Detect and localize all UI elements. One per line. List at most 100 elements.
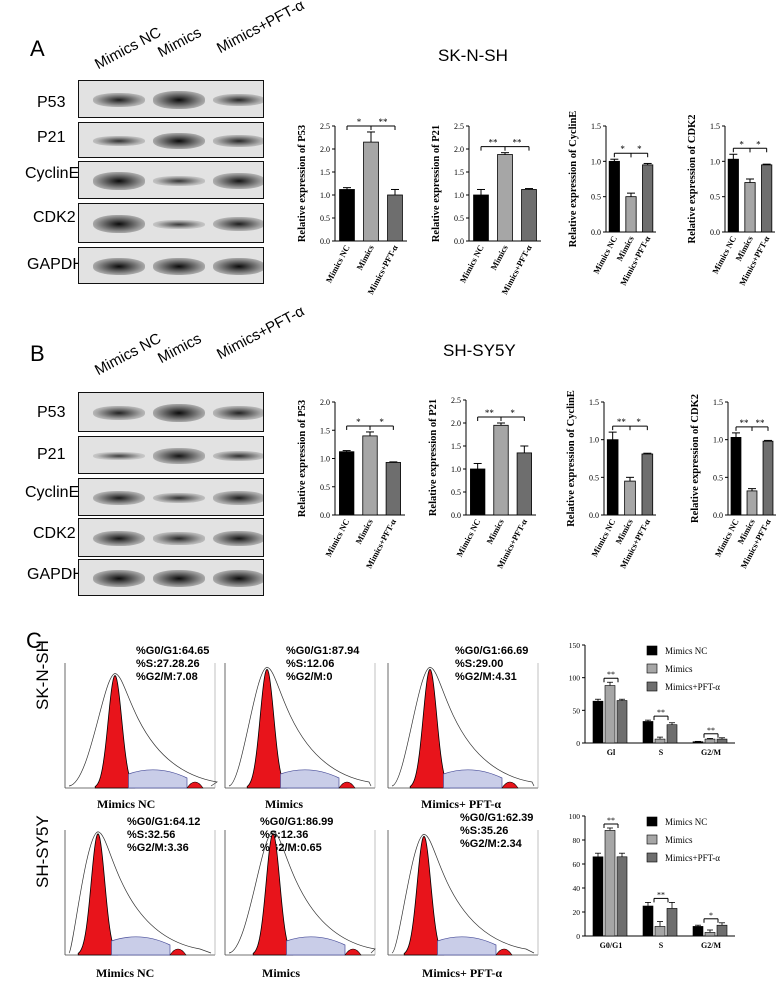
- y-tick-label: 1.5: [589, 398, 599, 407]
- y-tick-label: 0.0: [713, 511, 723, 520]
- y-axis-label: Relative expression of CDK2: [687, 115, 698, 244]
- legend-label: Mimics NC: [665, 646, 707, 656]
- blot-band: [153, 492, 205, 504]
- blot-band: [213, 570, 263, 587]
- legend-label: Mimics NC: [665, 817, 707, 827]
- panel-b-row-cdk2: CDK2: [33, 525, 76, 542]
- blot-band: [153, 219, 205, 229]
- bar-chart-4: 0.0 0.5 1.0 1.5 2.0 Relative expression of P5…: [297, 398, 405, 570]
- y-axis-label: Relative expression of CDK2: [690, 394, 701, 523]
- g0g1-peak: [403, 835, 445, 956]
- sig-label: **: [379, 117, 389, 127]
- y-tick-label: 0.5: [591, 193, 601, 202]
- cc-stat-1-1: %G0/G1:64.65 %S:27.28.26 %G2/M:7.08: [136, 645, 209, 684]
- y-tick-label: 2.5: [451, 396, 461, 405]
- x-tick-label: G0/G1: [600, 941, 623, 950]
- panel-a-blot-0: [78, 80, 264, 118]
- y-tick-label: 80: [573, 836, 581, 845]
- y-tick-label: 1.0: [589, 436, 599, 445]
- y-tick-label: 0.5: [710, 193, 720, 202]
- x-tick-label: Gl: [607, 748, 616, 757]
- flow-histogram-3: [64, 830, 216, 956]
- flow-histogram-5: [387, 830, 539, 956]
- y-tick-label: 1.5: [713, 398, 723, 407]
- legend-swatch: [646, 852, 658, 863]
- s-phase-region: [280, 769, 340, 789]
- sig-label: *: [379, 417, 384, 427]
- blot-band: [213, 173, 263, 189]
- g2m-peak: [338, 781, 356, 789]
- y-tick-label: 0.5: [454, 214, 464, 223]
- sig-label: *: [709, 911, 713, 920]
- sig-label: *: [620, 144, 625, 154]
- blot-band: [93, 490, 145, 506]
- g0g1-peak: [77, 833, 119, 956]
- cc-label-1-1: Mimics NC: [97, 797, 156, 811]
- blot-band: [153, 258, 205, 275]
- y-tick-label: 2.0: [320, 398, 330, 407]
- blot-band: [93, 570, 145, 587]
- blot-band: [153, 404, 205, 422]
- y-tick-label: 150: [569, 641, 581, 650]
- blot-band: [93, 406, 145, 420]
- y-tick-label: 2.0: [451, 419, 461, 428]
- cc-label-1-2: Mimics: [265, 797, 303, 811]
- stat-g0g1: %G0/G1:87.94: [286, 645, 360, 657]
- blot-band: [93, 530, 145, 547]
- y-tick-label: 2.0: [320, 145, 330, 154]
- stat-s: %S:29.00: [455, 658, 504, 670]
- y-tick-label: 1.5: [454, 168, 464, 177]
- panel-b-row-p53: P53: [37, 404, 66, 421]
- panel-a-blot-2: [78, 161, 264, 199]
- stat-s: %S:12.06: [286, 658, 335, 670]
- y-tick-label: 50: [573, 706, 581, 715]
- panel-b-row-gapdh: GAPDH: [27, 566, 84, 583]
- y-tick-label: 1.0: [451, 465, 461, 474]
- g0g1-peak: [409, 668, 451, 789]
- blot-band: [153, 448, 205, 464]
- cc-stat-1-3: %G0/G1:66.69 %S:29.00 %G2/M:4.31: [455, 645, 528, 684]
- panel-b-blot-4: [78, 559, 264, 596]
- sig-label: **: [485, 408, 495, 418]
- g2m-peak: [495, 948, 513, 956]
- stat-s: %S:27.28.26: [136, 658, 200, 670]
- sig-label: **: [756, 418, 766, 428]
- fit-curve: [228, 666, 372, 787]
- flow-histogram-2: [387, 663, 539, 789]
- cc-label-2-2: Mimics: [262, 966, 300, 980]
- sig-label: *: [510, 408, 515, 418]
- legend-swatch: [646, 645, 658, 656]
- panel-a-row-p21: P21: [37, 129, 66, 146]
- y-tick-label: 0.0: [591, 228, 601, 237]
- stat-g0g1: %G0/G1:64.12: [127, 816, 201, 828]
- blot-band: [153, 532, 205, 545]
- legend-label: Mimics+PFT-α: [665, 853, 720, 863]
- y-axis-label: Relative expression of CyclinE: [568, 111, 579, 248]
- panel-b-blot-2: [78, 478, 264, 516]
- blot-band: [93, 258, 145, 275]
- legend-swatch: [646, 663, 658, 674]
- sig-label: *: [357, 117, 362, 127]
- sig-label: **: [657, 890, 665, 899]
- y-tick-label: 0.5: [320, 483, 330, 492]
- cell-cycle-chart-1: 0 20 40 60 80 100 G0/G1 ** S ** G2/M * Mimics NC Mimi…: [569, 812, 735, 950]
- blot-band: [93, 136, 145, 146]
- g0g1-peak: [94, 674, 136, 789]
- legend-swatch: [646, 816, 658, 827]
- sig-label: *: [637, 144, 642, 154]
- blot-band: [153, 132, 205, 150]
- s-phase-region: [437, 936, 497, 956]
- stat-g2m: %G2/M:0: [286, 671, 333, 683]
- panel-a-blot-4: [78, 247, 264, 284]
- panel-a-blot-1: [78, 122, 264, 158]
- g0g1-peak: [252, 833, 294, 956]
- y-tick-label: 0.0: [451, 511, 461, 520]
- panel-b-title: SH-SY5Y: [443, 341, 516, 360]
- sig-label: **: [513, 138, 523, 148]
- sig-label: *: [739, 139, 744, 149]
- y-tick-label: 100: [569, 674, 581, 683]
- sig-label: **: [607, 816, 615, 825]
- blot-band: [153, 176, 205, 186]
- blot-band: [93, 172, 145, 190]
- cc-stat-1-2: %G0/G1:87.94 %S:12.06 %G2/M:0: [286, 645, 359, 684]
